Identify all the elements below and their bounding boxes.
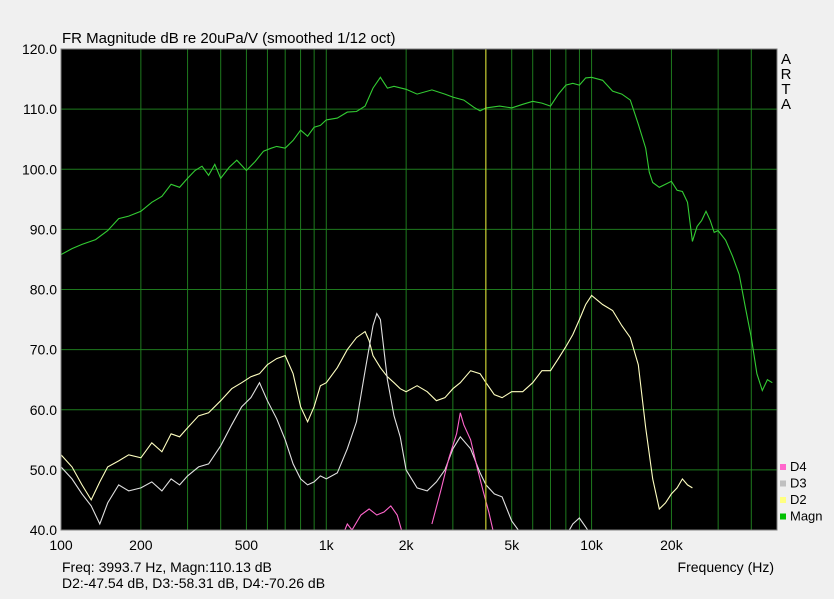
minor-grid [60, 48, 778, 531]
x-tick-label: 2k [399, 537, 415, 553]
arta-letter: A [781, 96, 791, 113]
x-tick-label: 200 [129, 537, 153, 553]
y-tick-label: 70.0 [30, 342, 57, 358]
y-tick-label: 60.0 [30, 402, 57, 418]
x-tick-label: 20k [660, 537, 684, 553]
x-tick-label: 10k [580, 537, 604, 553]
arta-letter: A [781, 51, 791, 68]
y-tick-label: 40.0 [30, 522, 57, 538]
series-line-d3 [61, 312, 519, 530]
legend-swatch [780, 497, 786, 503]
chart-title: FR Magnitude dB re 20uPa/V (smoothed 1/1… [62, 30, 396, 47]
cursor-readout-line1: Freq: 3993.7 Hz, Magn:110.13 dB [62, 559, 272, 575]
legend-swatch [780, 480, 786, 487]
legend-swatch [780, 513, 786, 520]
x-axis-ticks: 100 200 500 1k 2k 5k 10k 20k [49, 537, 683, 553]
series-layer [61, 76, 773, 530]
y-tick-label: 110.0 [23, 101, 57, 117]
y-tick-label: 80.0 [30, 282, 57, 298]
series-line-d4 [431, 412, 494, 530]
x-tick-label: 5k [504, 537, 520, 553]
legend-label: D2 [790, 492, 807, 507]
cursor-readout-line2: D2:-47.54 dB, D3:-58.31 dB, D4:-70.26 dB [62, 575, 325, 591]
x-axis-label: Frequency (Hz) [678, 559, 774, 575]
series-line-magn [61, 76, 773, 392]
y-tick-label: 120.0 [22, 41, 57, 57]
series-line-d2 [61, 294, 693, 511]
x-tick-label: 500 [235, 537, 259, 553]
series-line-d3-high [568, 517, 589, 530]
x-tick-label: 100 [49, 537, 73, 553]
x-tick-label: 1k [319, 537, 335, 553]
legend-swatch [780, 464, 786, 470]
legend-label: Magn [790, 509, 823, 524]
y-axis-ticks: 40.0 50.0 60.0 70.0 80.0 90.0 100.0 110.0 120.0 [22, 41, 57, 538]
series-line-d4-low [344, 505, 403, 530]
arta-letter: R [781, 66, 792, 83]
legend-label: D3 [790, 476, 807, 491]
arta-letter: T [781, 81, 790, 98]
y-tick-label: 100.0 [22, 161, 57, 177]
y-tick-label: 50.0 [30, 462, 57, 478]
legend-label: D4 [790, 459, 807, 474]
y-tick-label: 90.0 [30, 221, 57, 237]
plot-border [60, 48, 778, 531]
